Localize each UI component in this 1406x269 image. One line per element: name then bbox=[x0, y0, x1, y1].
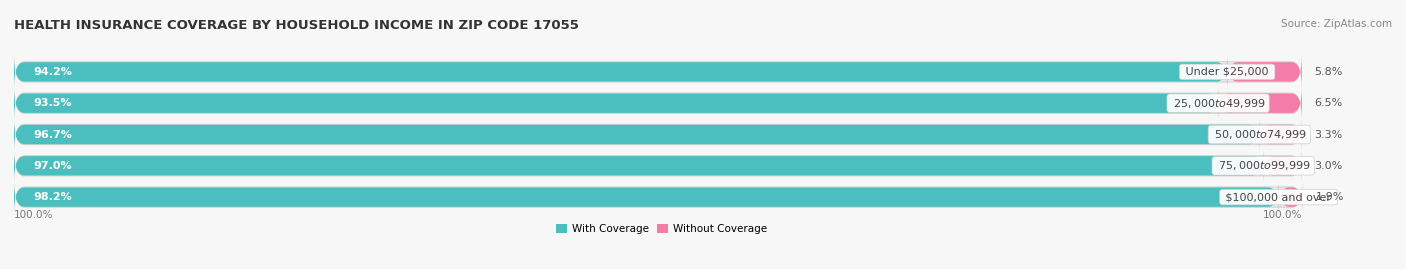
Text: 93.5%: 93.5% bbox=[34, 98, 72, 108]
FancyBboxPatch shape bbox=[14, 119, 1260, 150]
Text: 98.2%: 98.2% bbox=[34, 192, 72, 202]
FancyBboxPatch shape bbox=[14, 182, 1302, 213]
Text: 3.0%: 3.0% bbox=[1315, 161, 1343, 171]
FancyBboxPatch shape bbox=[1278, 182, 1303, 213]
Text: $50,000 to $74,999: $50,000 to $74,999 bbox=[1211, 128, 1308, 141]
Text: 97.0%: 97.0% bbox=[34, 161, 72, 171]
FancyBboxPatch shape bbox=[1260, 119, 1302, 150]
FancyBboxPatch shape bbox=[1218, 88, 1302, 119]
Text: $75,000 to $99,999: $75,000 to $99,999 bbox=[1215, 159, 1312, 172]
FancyBboxPatch shape bbox=[1227, 56, 1302, 87]
FancyBboxPatch shape bbox=[14, 150, 1263, 181]
FancyBboxPatch shape bbox=[14, 56, 1302, 87]
Text: $100,000 and over: $100,000 and over bbox=[1222, 192, 1334, 202]
Text: HEALTH INSURANCE COVERAGE BY HOUSEHOLD INCOME IN ZIP CODE 17055: HEALTH INSURANCE COVERAGE BY HOUSEHOLD I… bbox=[14, 19, 579, 32]
FancyBboxPatch shape bbox=[14, 56, 1227, 87]
FancyBboxPatch shape bbox=[14, 150, 1302, 181]
FancyBboxPatch shape bbox=[14, 58, 1302, 86]
Text: Under $25,000: Under $25,000 bbox=[1182, 67, 1272, 77]
FancyBboxPatch shape bbox=[14, 182, 1278, 213]
Text: 5.8%: 5.8% bbox=[1315, 67, 1343, 77]
Text: 3.3%: 3.3% bbox=[1315, 129, 1343, 140]
FancyBboxPatch shape bbox=[1263, 150, 1302, 181]
FancyBboxPatch shape bbox=[14, 151, 1302, 180]
Text: $25,000 to $49,999: $25,000 to $49,999 bbox=[1170, 97, 1267, 110]
FancyBboxPatch shape bbox=[14, 119, 1302, 150]
Text: Source: ZipAtlas.com: Source: ZipAtlas.com bbox=[1281, 19, 1392, 29]
Text: 1.9%: 1.9% bbox=[1316, 192, 1344, 202]
Text: 100.0%: 100.0% bbox=[1263, 210, 1302, 220]
Legend: With Coverage, Without Coverage: With Coverage, Without Coverage bbox=[554, 222, 769, 236]
FancyBboxPatch shape bbox=[14, 88, 1218, 119]
Text: 94.2%: 94.2% bbox=[34, 67, 72, 77]
FancyBboxPatch shape bbox=[14, 89, 1302, 118]
Text: 6.5%: 6.5% bbox=[1315, 98, 1343, 108]
FancyBboxPatch shape bbox=[14, 88, 1302, 119]
Text: 96.7%: 96.7% bbox=[34, 129, 72, 140]
FancyBboxPatch shape bbox=[14, 183, 1302, 211]
FancyBboxPatch shape bbox=[14, 120, 1302, 149]
Text: 100.0%: 100.0% bbox=[14, 210, 53, 220]
